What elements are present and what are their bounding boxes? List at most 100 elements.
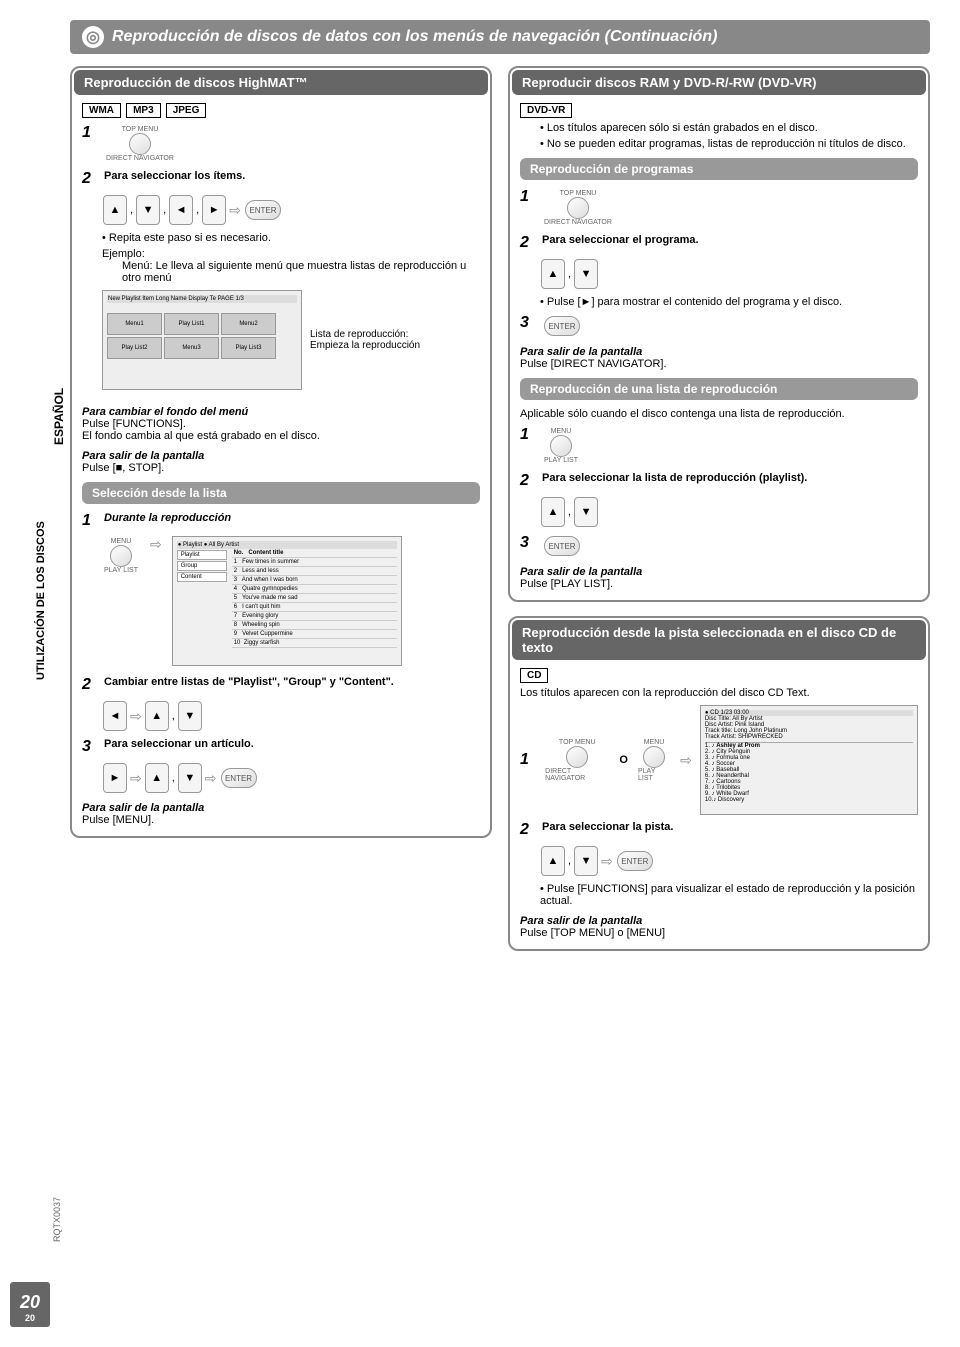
salir-rh: Para salir de la pantalla <box>520 346 918 358</box>
doc-code: RQTX0037 <box>52 1197 62 1242</box>
aplic: Aplicable sólo cuando el disco contenga … <box>520 408 918 420</box>
b3: Pulse [►] para mostrar el contenido del … <box>540 296 918 308</box>
arrow-icon: ⇨ <box>205 770 217 787</box>
up-key[interactable]: ▲ <box>541 497 565 527</box>
step-1cd: 1 <box>520 751 535 769</box>
menu-button[interactable]: MENU PLAY LIST <box>638 739 670 782</box>
step-3: 3 <box>82 738 98 756</box>
sub-playlist: Reproducción de una lista de reproducció… <box>520 378 918 400</box>
enter-button[interactable]: ENTER <box>544 316 580 336</box>
tag-wma: WMA <box>82 103 121 118</box>
down-key[interactable]: ▼ <box>136 195 160 225</box>
right-column: Reproducir discos RAM y DVD-R/-RW (DVD-V… <box>508 66 930 965</box>
durante-text: Durante la reproducción <box>104 512 480 524</box>
step-3r2: 3 <box>520 534 536 552</box>
step-2-text: Para seleccionar los ítems. <box>104 170 480 182</box>
menu-button[interactable]: MENU PLAY LIST <box>544 428 578 464</box>
salir-rt2: Pulse [PLAY LIST]. <box>520 578 918 590</box>
enter-button[interactable]: ENTER <box>544 536 580 556</box>
page-number: 20 20 <box>10 1282 50 1327</box>
side-label-utilizacion: UTILIZACIÓN DE LOS DISCOS <box>35 521 47 680</box>
cambiar-text: Cambiar entre listas de "Playlist", "Gro… <box>104 676 480 688</box>
side-label-espanol: ESPAÑOL <box>52 388 66 445</box>
arrow-icon: ⇨ <box>229 202 241 219</box>
step-1: 1 <box>82 124 98 142</box>
right-key[interactable]: ► <box>103 763 127 793</box>
salir-rt: Pulse [DIRECT NAVIGATOR]. <box>520 358 918 370</box>
ejemplo-label: Ejemplo: <box>102 248 480 260</box>
cd-header: Reproducción desde la pista seleccionada… <box>512 620 926 660</box>
salir-rh3: Para salir de la pantalla <box>520 915 918 927</box>
up-key[interactable]: ▲ <box>541 259 565 289</box>
arrow-icon: ⇨ <box>601 853 613 870</box>
up-key[interactable]: ▲ <box>103 195 127 225</box>
cambiar-fondo-h: Para cambiar el fondo del menú <box>82 406 480 418</box>
or-label: O <box>619 754 628 766</box>
ejemplo-text: Menú: Le lleva al siguiente menú que mue… <box>122 260 480 284</box>
arrow-icon: ⇨ <box>130 770 142 787</box>
up-key[interactable]: ▲ <box>541 846 565 876</box>
lista-label: Lista de reproducción: Empieza la reprod… <box>310 329 420 351</box>
step-2r: 2 <box>520 234 536 252</box>
left-column: Reproducción de discos HighMAT™ WMA MP3 … <box>70 66 492 965</box>
b2: No se pueden editar programas, listas de… <box>540 138 918 150</box>
salir-h2: Para salir de la pantalla <box>82 802 480 814</box>
top-menu-button[interactable]: TOP MENU DIRECT NAVIGATOR <box>544 190 612 226</box>
top-menu-button[interactable]: TOP MENU DIRECT NAVIGATOR <box>106 126 174 162</box>
repeat-note: Repita este paso si es necesario. <box>102 232 480 244</box>
arrow-icon: ⇨ <box>130 708 142 725</box>
tag-mp3: MP3 <box>126 103 161 118</box>
sel-pista: Para seleccionar la pista. <box>542 821 918 833</box>
left-key[interactable]: ◄ <box>103 701 127 731</box>
menu-button[interactable]: MENU PLAY LIST <box>104 538 138 664</box>
tag-dvdvr: DVD-VR <box>520 103 572 118</box>
enter-button[interactable]: ENTER <box>617 851 653 871</box>
cambiar-fondo-t: Pulse [FUNCTIONS]. El fondo cambia al qu… <box>82 418 480 442</box>
disc-icon: ◎ <box>82 26 104 48</box>
up-key[interactable]: ▲ <box>145 763 169 793</box>
page-title: Reproducción de discos de datos con los … <box>112 28 717 46</box>
ram-header: Reproducir discos RAM y DVD-R/-RW (DVD-V… <box>512 70 926 95</box>
salir-h: Para salir de la pantalla <box>82 450 480 462</box>
up-key[interactable]: ▲ <box>145 701 169 731</box>
down-key[interactable]: ▼ <box>178 701 202 731</box>
step-1r: 1 <box>520 188 536 206</box>
page: UTILIZACIÓN DE LOS DISCOS ESPAÑOL ◎ Repr… <box>0 0 960 1347</box>
b4: Pulse [FUNCTIONS] para visualizar el est… <box>540 883 918 907</box>
right-key[interactable]: ► <box>202 195 226 225</box>
seleccion-lista-h: Selección desde la lista <box>82 482 480 504</box>
enter-button[interactable]: ENTER <box>245 200 281 220</box>
down-key[interactable]: ▼ <box>178 763 202 793</box>
salir-rt3: Pulse [TOP MENU] o [MENU] <box>520 927 918 939</box>
down-key[interactable]: ▼ <box>574 846 598 876</box>
step-1b: 1 <box>82 512 98 530</box>
salir-t: Pulse [■, STOP]. <box>82 462 480 474</box>
sub-programas: Reproducción de programas <box>520 158 918 180</box>
left-key[interactable]: ◄ <box>169 195 193 225</box>
highmat-menu-screen: New Playlist Item Long Name Display Te P… <box>102 290 302 390</box>
tag-cd: CD <box>520 668 548 683</box>
down-key[interactable]: ▼ <box>574 259 598 289</box>
step-2b: 2 <box>82 676 98 694</box>
step-2cd: 2 <box>520 821 536 839</box>
arrow-icon: ⇨ <box>680 752 692 769</box>
highmat-header: Reproducción de discos HighMAT™ <box>74 70 488 95</box>
playlist-screen: ● Playlist ● All By Artist Playlist Grou… <box>172 536 402 666</box>
cd-txt: Los títulos aparecen con la reproducción… <box>520 687 918 699</box>
step-1r2: 1 <box>520 426 536 444</box>
salir-rh2: Para salir de la pantalla <box>520 566 918 578</box>
s2r: Para seleccionar el programa. <box>542 234 918 246</box>
top-menu-button[interactable]: TOP MENU DIRECT NAVIGATOR <box>545 739 609 782</box>
tag-jpeg: JPEG <box>166 103 207 118</box>
step-2: 2 <box>82 170 98 188</box>
arrow-icon: ⇨ <box>150 536 162 666</box>
s2b: Para seleccionar la lista de reproducció… <box>542 472 918 484</box>
b1: Los títulos aparecen sólo si están graba… <box>540 122 918 134</box>
cd-screen: ● CD 1/23 03:00 Disc Title: All By Artis… <box>700 705 918 815</box>
page-header: ◎ Reproducción de discos de datos con lo… <box>70 20 930 54</box>
enter-button[interactable]: ENTER <box>221 768 257 788</box>
step-2r2: 2 <box>520 472 536 490</box>
step-3r: 3 <box>520 314 536 332</box>
down-key[interactable]: ▼ <box>574 497 598 527</box>
salir-t2: Pulse [MENU]. <box>82 814 480 826</box>
